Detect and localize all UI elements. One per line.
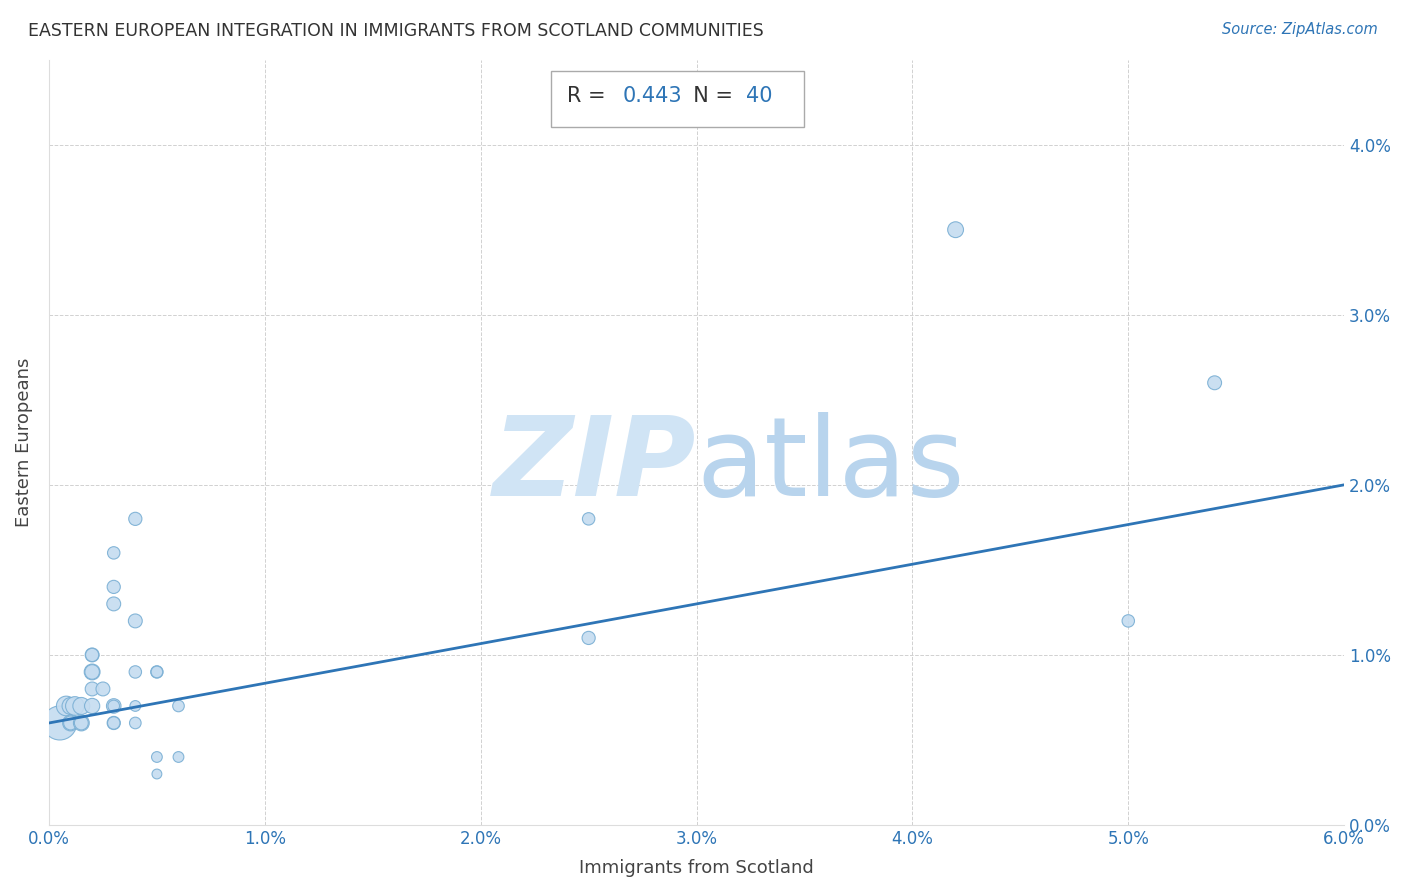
Point — [103, 698, 125, 713]
Point — [167, 698, 190, 713]
Point — [1116, 614, 1139, 628]
Point — [82, 665, 104, 679]
Point — [82, 698, 104, 713]
Text: Source: ZipAtlas.com: Source: ZipAtlas.com — [1222, 22, 1378, 37]
Point — [103, 716, 125, 731]
Text: atlas: atlas — [696, 412, 965, 519]
Point — [70, 716, 93, 731]
Point — [578, 631, 600, 645]
Text: EASTERN EUROPEAN INTEGRATION IN IMMIGRANTS FROM SCOTLAND COMMUNITIES: EASTERN EUROPEAN INTEGRATION IN IMMIGRAN… — [28, 22, 763, 40]
Point — [146, 665, 169, 679]
Point — [103, 716, 125, 731]
Point — [124, 614, 146, 628]
Point — [59, 716, 82, 731]
Point — [124, 512, 146, 526]
Y-axis label: Eastern Europeans: Eastern Europeans — [15, 358, 32, 527]
Point — [578, 512, 600, 526]
Point — [70, 716, 93, 731]
Point — [124, 716, 146, 731]
Point — [59, 716, 82, 731]
Text: N =: N = — [679, 87, 740, 106]
Text: ZIP: ZIP — [494, 412, 696, 519]
Point — [55, 698, 77, 713]
Point — [578, 460, 600, 475]
Point — [103, 698, 125, 713]
Point — [82, 648, 104, 662]
Point — [82, 648, 104, 662]
Point — [146, 750, 169, 764]
Point — [63, 698, 86, 713]
Point — [146, 665, 169, 679]
Point — [1204, 376, 1226, 390]
Point — [167, 750, 190, 764]
Point — [103, 546, 125, 560]
Point — [91, 681, 114, 696]
Text: 40: 40 — [745, 87, 772, 106]
Point — [82, 665, 104, 679]
Text: R =: R = — [567, 87, 612, 106]
Point — [103, 597, 125, 611]
Point — [103, 580, 125, 594]
Point — [59, 698, 82, 713]
Point — [945, 223, 967, 237]
Point — [82, 681, 104, 696]
Point — [70, 698, 93, 713]
Point — [146, 767, 169, 781]
FancyBboxPatch shape — [551, 71, 804, 127]
Point — [124, 698, 146, 713]
Point — [124, 665, 146, 679]
X-axis label: Immigrants from Scotland: Immigrants from Scotland — [579, 859, 814, 877]
Text: 0.443: 0.443 — [623, 87, 682, 106]
Point — [49, 716, 72, 731]
